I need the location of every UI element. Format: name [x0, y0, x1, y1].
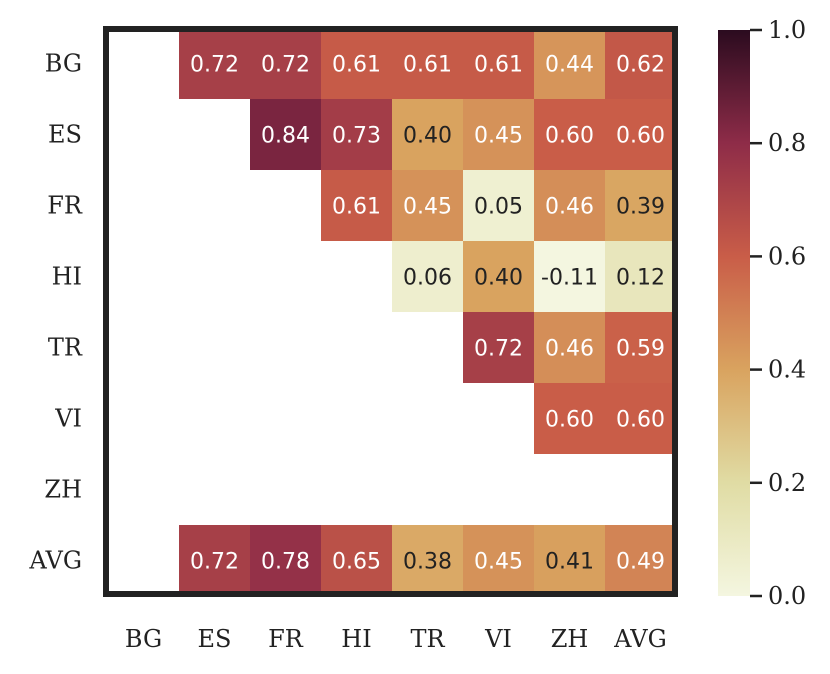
heatmap-cell-vi-avg	[605, 383, 676, 454]
heatmap-cell-avg-vi	[463, 525, 534, 596]
cell-value-label: 0.46	[545, 337, 594, 362]
heatmap-cell-tr-zh	[534, 312, 605, 383]
row-label-zh: ZH	[44, 476, 82, 504]
heatmap-cell-tr-vi	[463, 312, 534, 383]
cell-value-label: 0.61	[403, 53, 452, 78]
heatmap-cells	[179, 28, 676, 596]
cell-value-label: 0.60	[545, 408, 594, 433]
colorbar-tick-label: 1.0	[768, 16, 806, 44]
heatmap-cell-hi-avg	[605, 241, 676, 312]
heatmap-cell-avg-zh	[534, 525, 605, 596]
colorbar-tick-label: 0.2	[768, 469, 806, 497]
cell-value-label: 0.72	[190, 53, 239, 78]
heatmap-cell-hi-vi	[463, 241, 534, 312]
cell-value-label: 0.49	[616, 550, 665, 575]
cell-value-label: 0.40	[403, 124, 452, 149]
heatmap-cell-fr-hi	[321, 170, 392, 241]
cell-value-label: 0.61	[332, 53, 381, 78]
heatmap-cell-fr-tr	[392, 170, 463, 241]
cell-value-label: 0.61	[474, 53, 523, 78]
heatmap-cell-bg-zh	[534, 28, 605, 99]
heatmap-cell-fr-zh	[534, 170, 605, 241]
heatmap-cell-hi-zh	[534, 241, 605, 312]
cell-value-label: 0.39	[616, 195, 665, 220]
cell-value-label: -0.11	[541, 266, 598, 291]
column-label-avg: AVG	[613, 625, 667, 653]
cell-value-label: 0.46	[545, 195, 594, 220]
heatmap-cell-vi-zh	[534, 383, 605, 454]
cell-value-label: 0.62	[616, 53, 665, 78]
cell-value-label: 0.61	[332, 195, 381, 220]
colorbar-tick-label: 0.0	[768, 582, 806, 610]
colorbar-ticks: 0.0 0.2 0.4 0.6 0.8 1.0	[750, 16, 806, 610]
heatmap-cell-fr-vi	[463, 170, 534, 241]
heatmap-cell-avg-fr	[250, 525, 321, 596]
cell-value-label: 0.12	[616, 266, 665, 291]
heatmap-cell-es-hi	[321, 99, 392, 170]
cell-value-label: 0.06	[403, 266, 452, 291]
colorbar-tick-label: 0.6	[768, 242, 806, 270]
row-label-fr: FR	[47, 192, 83, 220]
row-label-hi: HI	[52, 263, 82, 291]
heatmap-cell-bg-es	[179, 28, 250, 99]
cell-value-label: 0.05	[474, 195, 523, 220]
heatmap-cell-avg-avg	[605, 525, 676, 596]
column-label-es: ES	[198, 625, 232, 653]
row-label-es: ES	[48, 121, 82, 149]
heatmap-cell-avg-es	[179, 525, 250, 596]
heatmap-cell-bg-fr	[250, 28, 321, 99]
heatmap-cell-bg-tr	[392, 28, 463, 99]
heatmap-cell-bg-vi	[463, 28, 534, 99]
heatmap-cell-hi-tr	[392, 241, 463, 312]
cell-value-label: 0.38	[403, 550, 452, 575]
heatmap-cell-bg-hi	[321, 28, 392, 99]
cell-value-label: 0.65	[332, 550, 381, 575]
heatmap-frame	[103, 26, 678, 597]
y-axis-tick-labels: BG ES FR HI TR VI ZH AVG	[28, 50, 83, 575]
heatmap-cell-es-vi	[463, 99, 534, 170]
cell-value-label: 0.72	[261, 53, 310, 78]
heatmap-cell-avg-hi	[321, 525, 392, 596]
cell-value-label: 0.45	[403, 195, 452, 220]
cell-value-label: 0.45	[474, 124, 523, 149]
cell-value-label: 0.40	[474, 266, 523, 291]
colorbar-tick-label: 0.4	[768, 356, 806, 384]
heatmap-cell-es-tr	[392, 99, 463, 170]
row-label-avg: AVG	[28, 547, 82, 575]
colorbar	[718, 30, 750, 596]
heatmap-cell-es-fr	[250, 99, 321, 170]
x-axis-tick-labels: BG ES FR HI TR VI ZH AVG	[125, 625, 667, 653]
heatmap-cell-es-zh	[534, 99, 605, 170]
heatmap-cell-bg-avg	[605, 28, 676, 99]
row-label-vi: VI	[54, 405, 82, 433]
cell-value-label: 0.72	[190, 550, 239, 575]
cell-value-label: 0.73	[332, 124, 381, 149]
heatmap-cell-es-avg	[605, 99, 676, 170]
column-label-bg: BG	[125, 625, 162, 653]
cell-value-label: 0.60	[545, 124, 594, 149]
heatmap-cell-avg-tr	[392, 525, 463, 596]
cell-value-label: 0.78	[261, 550, 310, 575]
cell-value-label: 0.41	[545, 550, 594, 575]
column-label-zh: ZH	[551, 625, 589, 653]
cell-value-label: 0.84	[261, 124, 310, 149]
colorbar-tick-label: 0.8	[768, 129, 806, 157]
heatmap-cell-fr-avg	[605, 170, 676, 241]
column-label-vi: VI	[484, 625, 512, 653]
column-label-fr: FR	[268, 625, 304, 653]
cell-value-label: 0.72	[474, 337, 523, 362]
cell-value-label: 0.60	[616, 124, 665, 149]
column-label-tr: TR	[410, 625, 445, 653]
cell-value-label: 0.45	[474, 550, 523, 575]
row-label-bg: BG	[45, 50, 82, 78]
column-label-hi: HI	[341, 625, 371, 653]
row-label-tr: TR	[48, 334, 83, 362]
cell-value-label: 0.44	[545, 53, 594, 78]
cell-value-label: 0.59	[616, 337, 665, 362]
heatmap-cell-tr-avg	[605, 312, 676, 383]
heatmap-cell-labels: 0.72 0.72 0.61 0.61 0.61 0.44 0.62 0.84 0.73 0.40…	[190, 53, 665, 575]
cell-value-label: 0.60	[616, 408, 665, 433]
